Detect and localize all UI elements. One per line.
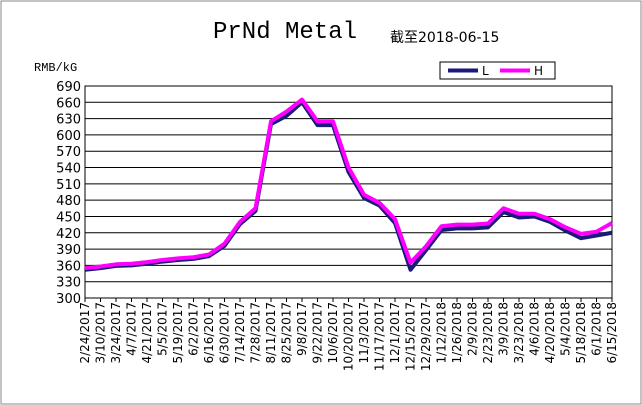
x-tick-label: 6/15/2018 bbox=[605, 302, 619, 364]
y-tick-label: 390 bbox=[56, 243, 81, 258]
x-tick-label: 7/28/2017 bbox=[249, 302, 263, 364]
y-axis-label: RMB/kG bbox=[34, 61, 77, 75]
y-tick-label: 630 bbox=[56, 113, 81, 128]
chart-title: PrNd Metal bbox=[213, 19, 357, 46]
y-tick-label: 300 bbox=[56, 292, 81, 307]
x-tick-label: 10/6/2017 bbox=[326, 302, 340, 364]
x-tick-label: 6/2/2017 bbox=[187, 302, 201, 356]
x-tick-label: 4/7/2017 bbox=[125, 302, 139, 356]
x-tick-label: 8/25/2017 bbox=[280, 302, 294, 364]
x-tick-label: 3/10/2017 bbox=[94, 302, 108, 364]
x-tick-label: 9/22/2017 bbox=[311, 302, 325, 364]
y-tick-label: 660 bbox=[56, 96, 81, 111]
y-tick-label: 570 bbox=[56, 145, 81, 160]
legend-label: H bbox=[534, 64, 543, 78]
x-tick-label: 5/5/2017 bbox=[156, 302, 170, 356]
x-tick-label: 5/18/2018 bbox=[574, 302, 588, 364]
x-tick-label: 1/12/2018 bbox=[435, 302, 449, 364]
x-tick-label: 2/9/2018 bbox=[466, 302, 480, 356]
x-tick-label: 6/30/2017 bbox=[218, 302, 232, 364]
y-tick-label: 540 bbox=[56, 162, 81, 177]
x-tick-label: 12/29/2017 bbox=[419, 302, 433, 371]
x-tick-label: 5/4/2018 bbox=[559, 302, 573, 356]
y-tick-label: 600 bbox=[56, 129, 81, 144]
chart-subtitle: 截至2018-06-15 bbox=[390, 30, 499, 46]
x-tick-label: 2/24/2017 bbox=[78, 302, 92, 364]
x-tick-label: 8/11/2017 bbox=[264, 302, 278, 364]
legend-label: L bbox=[482, 64, 489, 78]
x-tick-label: 2/23/2018 bbox=[481, 302, 495, 364]
x-tick-label: 6/16/2017 bbox=[202, 302, 216, 364]
x-tick-label: 1/26/2018 bbox=[450, 302, 464, 364]
line-series bbox=[84, 97, 613, 271]
x-tick-label: 4/20/2018 bbox=[543, 302, 557, 364]
x-tick-label: 4/21/2017 bbox=[140, 302, 154, 364]
legend bbox=[439, 61, 556, 80]
x-tick-label: 12/15/2017 bbox=[404, 302, 418, 371]
y-tick-label: 480 bbox=[56, 194, 81, 209]
x-tick-label: 12/1/2017 bbox=[388, 302, 402, 364]
x-tick-label: 3/24/2017 bbox=[109, 302, 123, 364]
x-tick-label: 7/14/2017 bbox=[233, 302, 247, 364]
y-tick-label: 360 bbox=[56, 259, 81, 274]
x-tick-label: 10/20/2017 bbox=[342, 302, 356, 371]
y-tick-label: 510 bbox=[56, 178, 81, 193]
y-tick-label: 420 bbox=[56, 227, 81, 242]
x-tick-label: 3/9/2018 bbox=[497, 302, 511, 356]
x-tick-label: 11/3/2017 bbox=[357, 302, 371, 364]
y-tick-label: 450 bbox=[56, 210, 81, 225]
x-tick-label: 5/19/2017 bbox=[171, 302, 185, 364]
x-tick-label: 4/6/2018 bbox=[528, 302, 542, 356]
y-tick-label: 330 bbox=[56, 276, 81, 291]
x-tick-label: 6/1/2018 bbox=[590, 302, 604, 356]
y-tick-label: 690 bbox=[56, 80, 81, 95]
x-tick-label: 11/17/2017 bbox=[373, 302, 387, 371]
x-tick-label: 3/23/2018 bbox=[512, 302, 526, 364]
x-tick-label: 9/8/2017 bbox=[295, 302, 309, 356]
